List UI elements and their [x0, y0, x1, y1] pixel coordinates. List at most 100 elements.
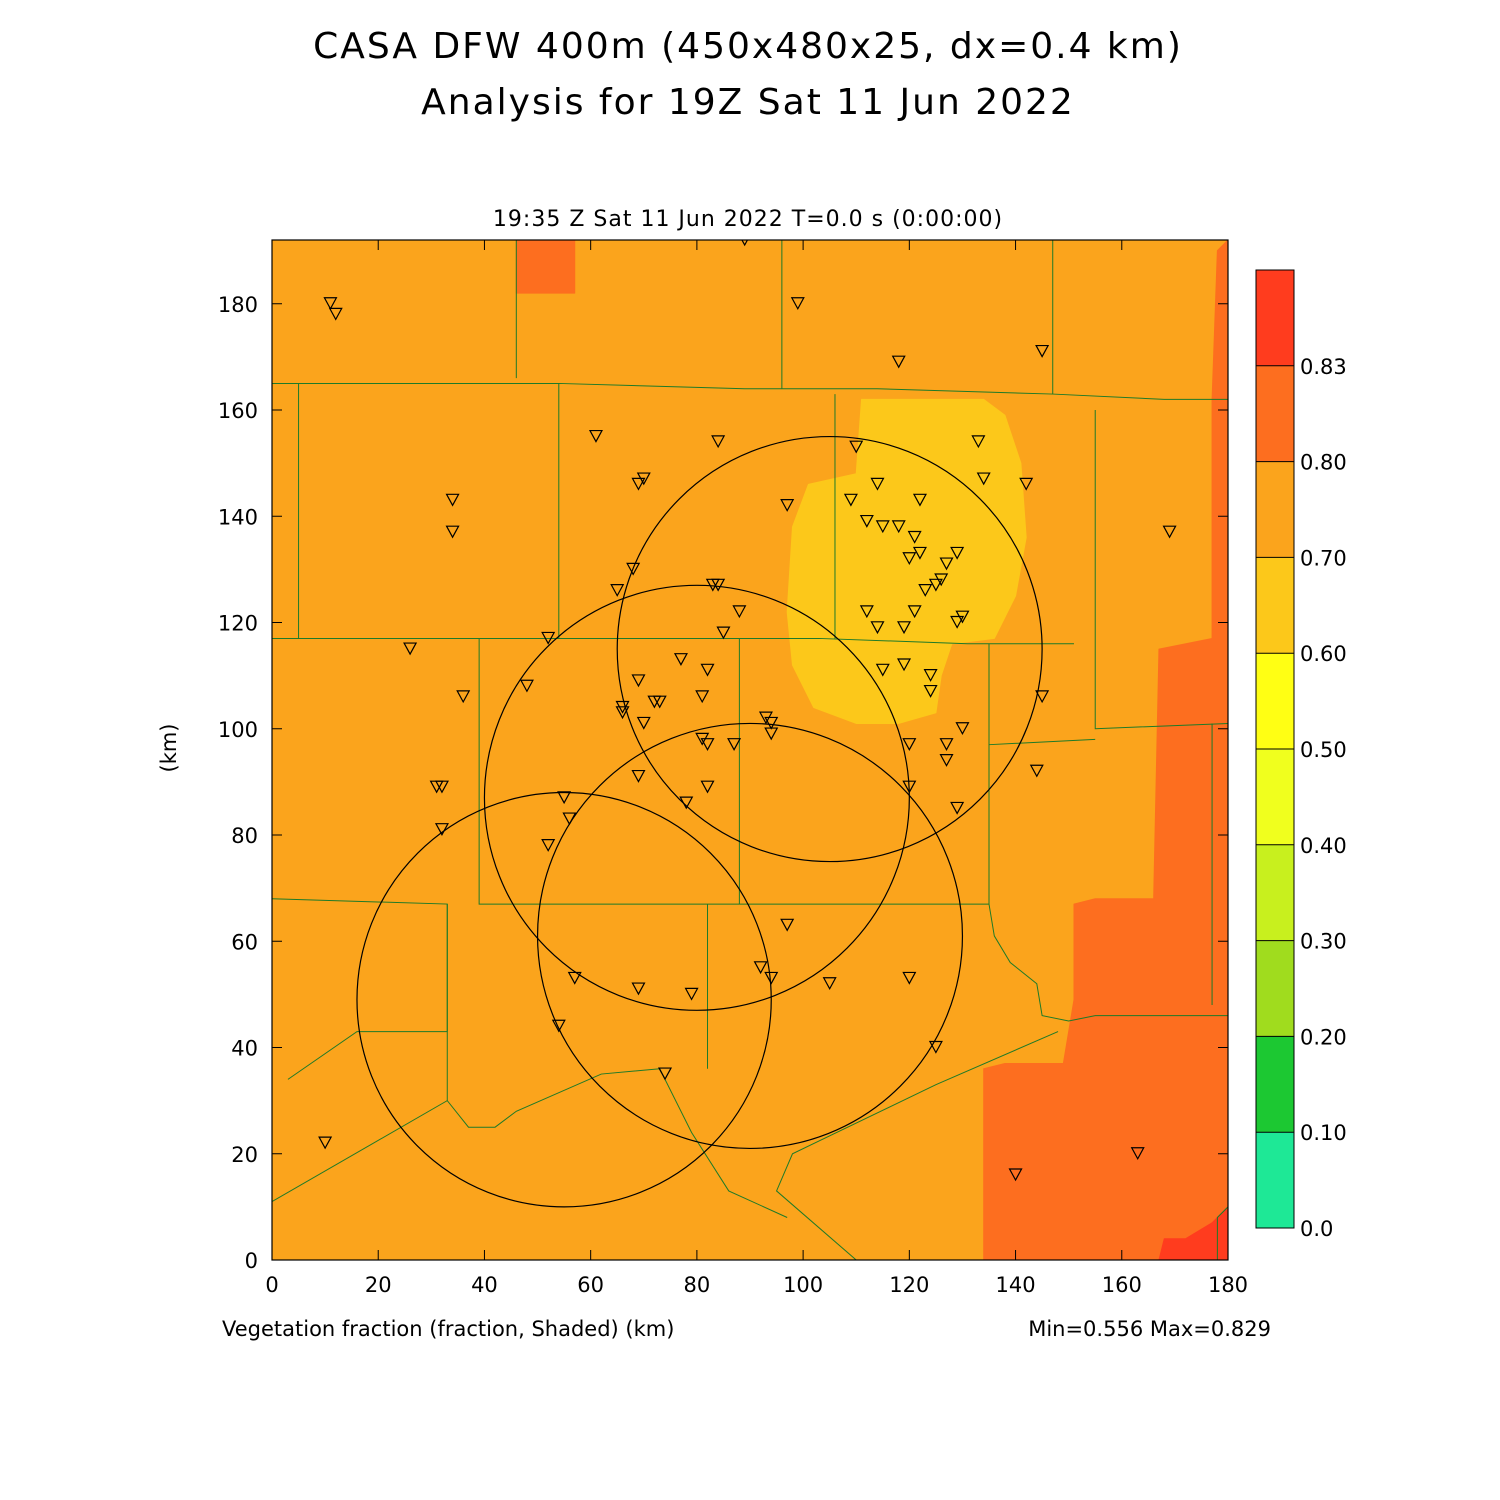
shaded-region-1	[515, 240, 576, 294]
station-marker-32	[626, 562, 641, 576]
y-tick-label: 60	[231, 930, 258, 954]
station-marker-25	[902, 552, 917, 566]
county-boundary-8	[1094, 410, 1228, 730]
station-marker-21	[976, 472, 991, 486]
station-marker-40	[897, 621, 912, 635]
colorbar-segment-2	[1256, 940, 1294, 1037]
station-marker-70	[902, 738, 917, 751]
station-marker-24	[907, 530, 922, 544]
station-marker-19	[912, 493, 927, 507]
colorbar-segment-8	[1256, 365, 1294, 462]
station-marker-81	[700, 780, 715, 794]
y-tick-label: 140	[218, 505, 258, 529]
title-line-2: Analysis for 19Z Sat 11 Jun 2022	[421, 82, 1075, 123]
y-tick-label: 40	[231, 1037, 258, 1061]
station-marker-35	[711, 578, 726, 592]
county-boundary-16	[287, 1031, 448, 1080]
x-tick-label: 0	[265, 1273, 278, 1297]
x-axis: 0 20 40 60 80 100 120 140 160 180	[265, 240, 1248, 1297]
station-marker-15	[843, 493, 858, 507]
county-boundaries	[272, 240, 1228, 1260]
station-marker-39	[870, 621, 885, 635]
station-marker-4	[891, 355, 906, 369]
county-boundary-19	[775, 1031, 1059, 1260]
station-marker-80	[679, 796, 694, 810]
station-marker-65	[955, 722, 970, 736]
county-boundary-2	[272, 637, 1074, 645]
station-marker-31	[918, 584, 933, 597]
station-marker-20	[971, 435, 986, 449]
y-tick-label: 80	[231, 824, 258, 848]
station-marker-56	[636, 716, 651, 730]
station-marker-43	[955, 610, 970, 624]
colorbar-segment-6	[1256, 557, 1294, 654]
station-marker-13	[849, 440, 864, 454]
field-label: Vegetation fraction (fraction, Shaded) (…	[222, 1317, 674, 1341]
colorbar-label: 0.20	[1300, 1025, 1347, 1049]
station-marker-62	[764, 716, 779, 730]
station-marker-69	[727, 738, 742, 751]
colorbar-segment-9	[1256, 270, 1294, 366]
y-tick-label: 100	[218, 718, 258, 742]
station-marker-18	[891, 520, 906, 534]
x-tick-label: 120	[889, 1273, 929, 1297]
station-marker-28	[950, 546, 965, 560]
colorbar-frame	[1255, 269, 1295, 1229]
county-boundary-11	[988, 738, 1096, 746]
x-tick-label: 40	[471, 1273, 498, 1297]
colorbar-label: 0.80	[1300, 451, 1347, 475]
station-marker-55	[631, 674, 646, 688]
station-marker-44	[403, 642, 418, 656]
shaded-region-0	[786, 398, 1027, 724]
county-boundary-13	[446, 904, 788, 1218]
station-marker-10	[631, 477, 646, 491]
colorbar-label: 0.50	[1300, 738, 1347, 762]
x-tick-label: 160	[1102, 1273, 1142, 1297]
station-marker-42	[950, 615, 965, 629]
colorbar-segment-5	[1256, 653, 1294, 749]
x-tick-label: 100	[783, 1273, 823, 1297]
colorbar-label: 0.83	[1300, 355, 1347, 379]
station-marker-27	[939, 557, 954, 571]
station-marker-58	[652, 695, 667, 709]
plot-subtitle: 19:35 Z Sat 11 Jun 2022 T=0.0 s (0:00:00…	[493, 207, 1003, 232]
station-marker-88	[902, 971, 917, 985]
station-marker-37	[716, 626, 731, 640]
colorbar-segment-7	[1256, 461, 1294, 558]
x-tick-label: 180	[1208, 1273, 1248, 1297]
station-marker-97	[1130, 1147, 1145, 1161]
station-marker-93	[928, 1040, 943, 1054]
station-marker-5	[1035, 344, 1050, 358]
y-tick-label: 0	[245, 1249, 258, 1273]
colorbar-label: 0.60	[1300, 642, 1347, 666]
station-marker-48	[875, 663, 890, 677]
station-marker-72	[1029, 764, 1044, 778]
station-marker-8	[588, 429, 603, 443]
title-line-1: CASA DFW 400m (450x480x25, dx=0.4 km)	[313, 26, 1183, 67]
shaded-regions	[515, 240, 1228, 1260]
station-marker-33	[610, 584, 625, 597]
station-marker-53	[519, 679, 534, 693]
plot-frame	[271, 239, 1229, 1261]
range-ring-2	[536, 722, 964, 1150]
y-tick-label: 120	[218, 612, 258, 636]
radar-range-rings	[356, 435, 1043, 1208]
station-marker-52	[456, 690, 471, 704]
range-ring-3	[356, 791, 772, 1208]
station-marker-41	[907, 605, 922, 619]
range-ring-1	[483, 584, 910, 1011]
colorbar-label: 0.10	[1300, 1121, 1347, 1145]
colorbar-label: 0.70	[1300, 546, 1347, 570]
x-tick-label: 60	[577, 1273, 604, 1297]
station-marker-0	[323, 297, 338, 311]
shaded-region-3	[1158, 1206, 1228, 1260]
station-marker-60	[615, 706, 630, 720]
observation-stations	[318, 240, 1177, 1182]
station-marker-77	[557, 791, 572, 805]
station-marker-83	[950, 801, 965, 815]
y-tick-label: 20	[231, 1143, 258, 1167]
y-tick-label: 160	[218, 399, 258, 423]
colorbar-segment-4	[1256, 749, 1294, 845]
station-marker-63	[764, 727, 779, 741]
